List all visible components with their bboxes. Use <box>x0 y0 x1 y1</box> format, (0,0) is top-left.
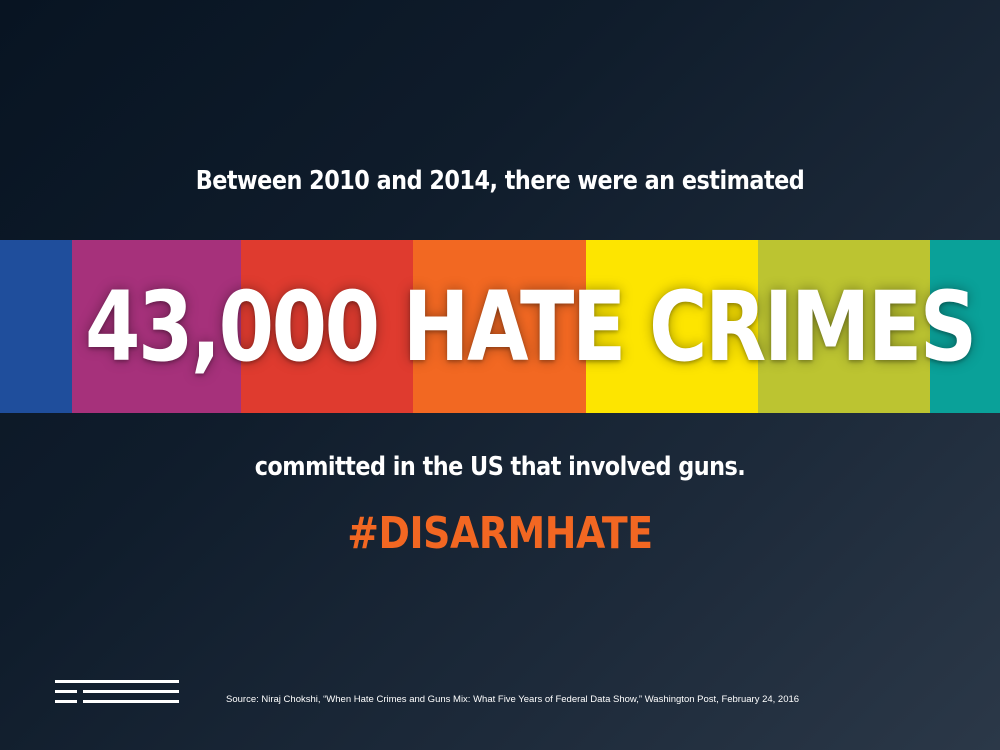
stripe-orange <box>413 240 586 413</box>
three-horizontal-lines-logo-icon <box>55 680 179 704</box>
headline-statistic: 43,000 HATE CRIMES <box>85 271 977 383</box>
stripe-yellow <box>586 240 758 413</box>
intro-text: Between 2010 and 2014, there were an est… <box>195 166 805 196</box>
stripe-magenta <box>72 240 241 413</box>
stripe-red <box>241 240 413 413</box>
hashtag: #DISARMHATE <box>347 508 653 559</box>
followup-text: committed in the US that involved guns. <box>254 452 746 482</box>
rainbow-stripe-band <box>0 240 1000 413</box>
stripe-teal <box>930 240 1000 413</box>
stripe-lime <box>758 240 930 413</box>
source-citation: Source: Niraj Chokshi, “When Hate Crimes… <box>226 694 800 705</box>
stripe-blue <box>0 240 72 413</box>
